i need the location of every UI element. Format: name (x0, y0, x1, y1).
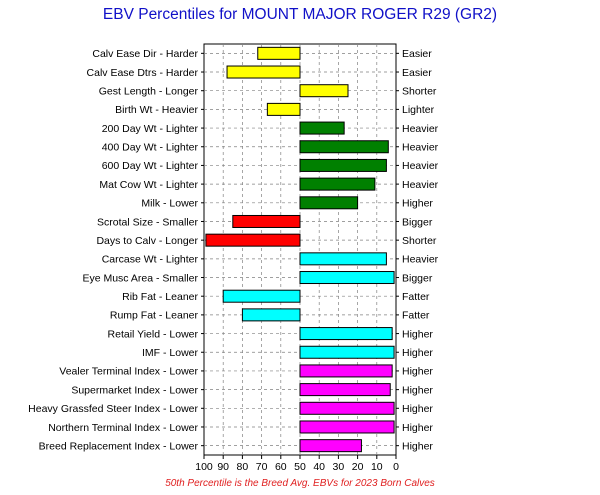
trait-label: Milk - Lower (141, 198, 198, 210)
bar (299, 364, 393, 378)
direction-label: Easier (402, 48, 432, 60)
direction-label: Higher (402, 198, 433, 210)
direction-label: Shorter (402, 86, 437, 98)
direction-label: Heavier (402, 123, 439, 135)
direction-label: Higher (402, 366, 433, 378)
direction-label: Heavier (402, 160, 439, 172)
trait-label: 200 Day Wt - Lighter (102, 123, 199, 135)
x-tick-label: 90 (217, 461, 229, 473)
trait-label: Scrotal Size - Smaller (97, 216, 198, 228)
direction-label: Bigger (402, 272, 433, 284)
trait-label: 600 Day Wt - Lighter (102, 160, 199, 172)
bar (299, 140, 389, 154)
bar (299, 420, 395, 434)
trait-label: Breed Replacement Index - Lower (39, 440, 199, 452)
x-tick-label: 0 (393, 461, 399, 473)
direction-label: Higher (402, 440, 433, 452)
bar (299, 158, 387, 172)
bar (299, 327, 393, 341)
x-tick-label: 40 (313, 461, 325, 473)
chart-footnote: 50th Percentile is the Breed Avg. EBVs f… (165, 478, 435, 489)
direction-label: Fatter (402, 310, 430, 322)
direction-label: Heavier (402, 254, 439, 266)
trait-label: Birth Wt - Heavier (115, 104, 198, 116)
trait-label: Calv Ease Dir - Harder (92, 48, 198, 60)
bar (299, 383, 391, 397)
direction-label: Higher (402, 347, 433, 359)
bar (266, 102, 301, 116)
bar (226, 65, 301, 79)
trait-label: IMF - Lower (142, 347, 199, 359)
direction-label: Higher (402, 384, 433, 396)
direction-label: Bigger (402, 216, 433, 228)
trait-label: 400 Day Wt - Lighter (102, 142, 199, 154)
bar (299, 84, 349, 98)
trait-label: Carcase Wt - Lighter (102, 254, 199, 266)
bar (232, 214, 301, 228)
bar (299, 345, 395, 359)
direction-label: Heavier (402, 142, 439, 154)
x-tick-label: 100 (195, 461, 213, 473)
bar (299, 121, 345, 135)
trait-label: Days to Calv - Longer (96, 235, 198, 247)
x-tick-label: 20 (352, 461, 364, 473)
direction-label: Higher (402, 403, 433, 415)
direction-label: Higher (402, 422, 433, 434)
chart-title: EBV Percentiles for MOUNT MAJOR ROGER R2… (102, 6, 498, 23)
x-tick-label: 30 (333, 461, 345, 473)
trait-label: Heavy Grassfed Steer Index - Lower (28, 403, 198, 415)
trait-label: Eye Musc Area - Smaller (82, 272, 198, 284)
x-tick-label: 50 (294, 461, 306, 473)
trait-label: Vealer Terminal Index - Lower (59, 366, 198, 378)
trait-label: Northern Terminal Index - Lower (48, 422, 198, 434)
direction-label: Lighter (402, 104, 435, 116)
bar (299, 177, 376, 191)
bar (205, 233, 301, 247)
direction-label: Easier (402, 67, 432, 79)
direction-label: Heavier (402, 179, 439, 191)
trait-label: Retail Yield - Lower (108, 328, 199, 340)
x-tick-label: 60 (275, 461, 287, 473)
direction-label: Fatter (402, 291, 430, 303)
trait-label: Rump Fat - Leaner (110, 310, 199, 322)
trait-label: Gest Length - Longer (99, 86, 199, 98)
bar (241, 308, 301, 322)
trait-label: Rib Fat - Leaner (122, 291, 198, 303)
bar (299, 401, 395, 415)
direction-label: Higher (402, 328, 433, 340)
bar (299, 271, 395, 285)
x-tick-label: 10 (371, 461, 383, 473)
bar (299, 196, 359, 210)
bar (222, 289, 301, 303)
trait-label: Calv Ease Dtrs - Harder (87, 67, 199, 79)
bar (299, 439, 362, 453)
direction-label: Shorter (402, 235, 437, 247)
bar (299, 252, 387, 266)
trait-label: Mat Cow Wt - Lighter (99, 179, 198, 191)
bar (257, 46, 301, 60)
x-tick-label: 80 (237, 461, 249, 473)
trait-label: Supermarket Index - Lower (71, 384, 198, 396)
x-tick-label: 70 (256, 461, 268, 473)
